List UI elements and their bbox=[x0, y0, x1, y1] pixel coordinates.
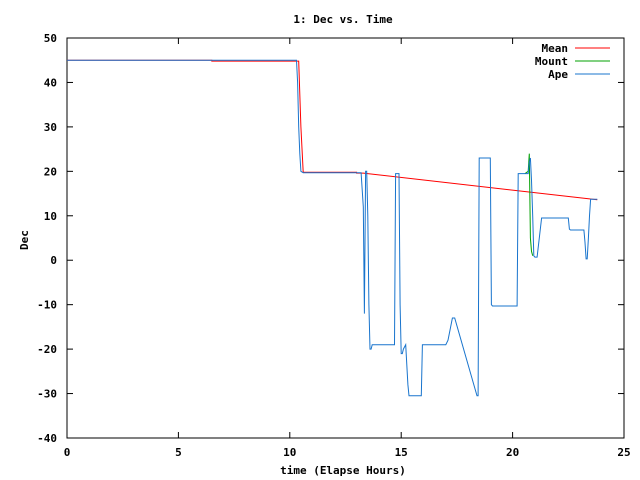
plot-frame bbox=[66, 37, 625, 439]
y-tick-label: -10 bbox=[37, 299, 57, 312]
y-tick-label: 30 bbox=[44, 121, 57, 134]
y-tick-label: 0 bbox=[50, 254, 57, 267]
legend: Mean Mount Ape bbox=[535, 42, 610, 81]
x-tick-label: 20 bbox=[506, 446, 519, 459]
x-axis-label: time (Elapse Hours) bbox=[280, 464, 406, 477]
legend-label-ape: Ape bbox=[548, 68, 568, 81]
x-tick-label: 15 bbox=[395, 446, 408, 459]
y-tick-label: -20 bbox=[37, 343, 57, 356]
x-tick-label: 25 bbox=[617, 446, 630, 459]
x-tick-label: 0 bbox=[64, 446, 71, 459]
y-tick-label: -30 bbox=[37, 388, 57, 401]
y-tick-label: -40 bbox=[37, 432, 57, 445]
y-axis: -40 -30 -20 -10 0 10 20 30 40 50 bbox=[37, 32, 624, 445]
series-lines bbox=[67, 59, 598, 397]
series-line-mount bbox=[524, 153, 534, 256]
legend-label-mount: Mount bbox=[535, 55, 568, 68]
y-axis-label: Dec bbox=[18, 230, 31, 250]
legend-label-mean: Mean bbox=[542, 42, 569, 55]
series-line-ape bbox=[67, 59, 598, 397]
x-axis: 0 5 10 15 20 25 bbox=[64, 38, 631, 459]
chart-title: 1: Dec vs. Time bbox=[293, 13, 393, 26]
y-tick-label: 50 bbox=[44, 32, 57, 45]
y-tick-label: 10 bbox=[44, 210, 57, 223]
x-tick-label: 10 bbox=[283, 446, 296, 459]
x-tick-label: 5 bbox=[175, 446, 182, 459]
y-tick-label: 40 bbox=[44, 76, 57, 89]
y-tick-label: 20 bbox=[44, 165, 57, 178]
